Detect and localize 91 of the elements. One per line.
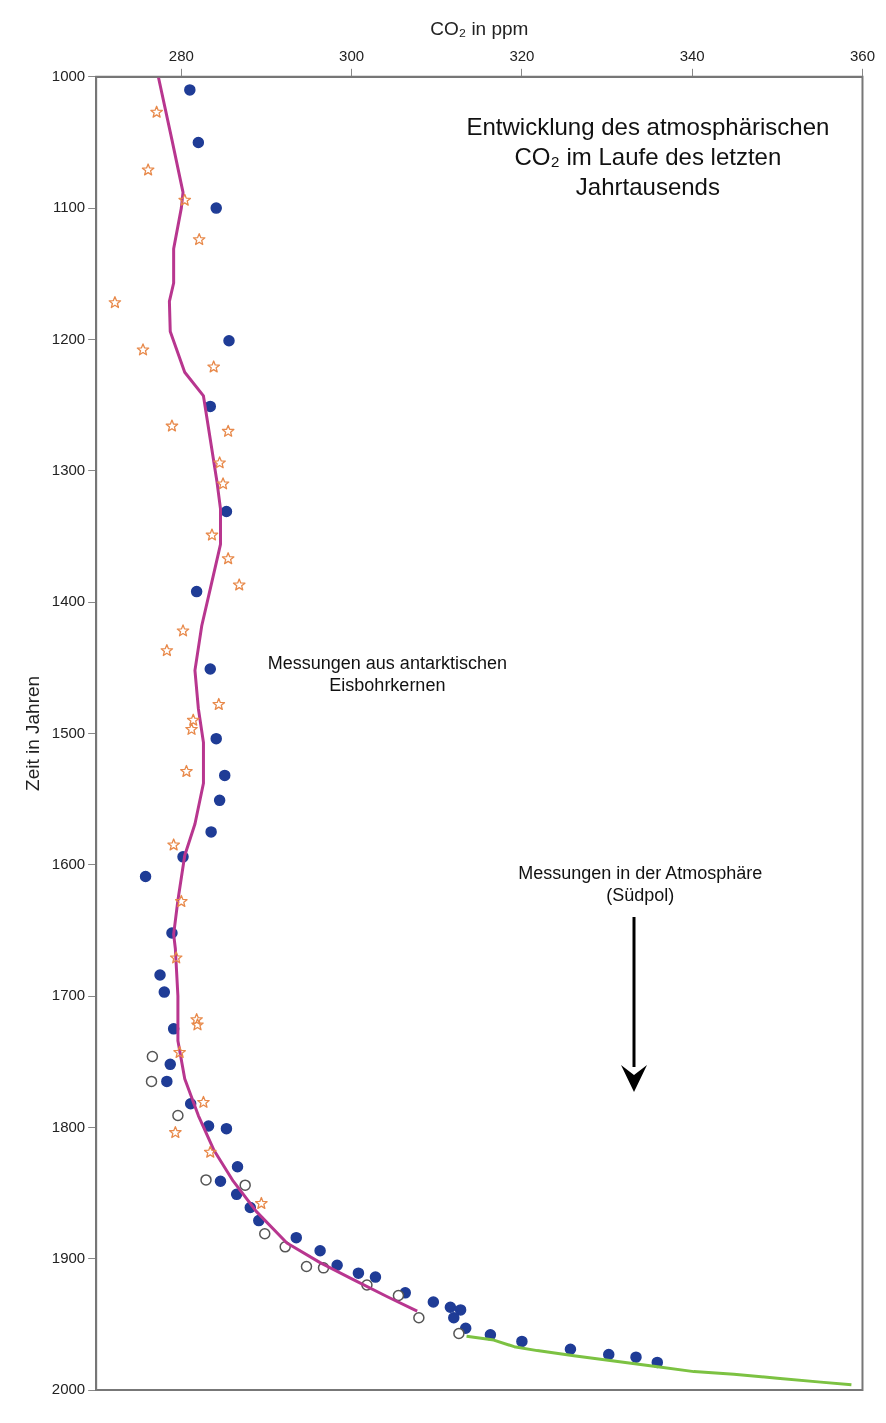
point [213,794,226,807]
point [232,578,246,591]
point [191,1018,204,1031]
y-axis-title: Zeit in Jahren [21,675,43,791]
point [300,1260,313,1273]
y-tick-label: 1100 [52,198,86,216]
point [164,1058,176,1071]
point [259,1227,271,1240]
point [392,1289,405,1302]
point [203,1145,217,1158]
point [185,722,198,735]
point [453,1327,465,1340]
y-tick-label: 1300 [51,460,86,478]
point [190,1013,203,1026]
point [108,296,122,309]
point [223,335,235,347]
y-tick-label: 1400 [51,592,86,610]
point [239,1179,251,1191]
point [172,1109,184,1122]
point [161,1075,173,1088]
point [176,624,190,637]
y-tick-label: 1500 [51,723,86,741]
point [630,1351,642,1363]
y-tick-label: 1700 [51,986,86,1004]
y-tick-label: 1800 [51,1117,86,1135]
point [255,1196,268,1210]
point [184,84,196,96]
point [603,1348,615,1361]
point [192,136,205,149]
point [448,1312,460,1324]
point [174,894,188,907]
point [197,1095,210,1108]
point [165,419,179,432]
point [192,232,206,246]
x-tick-label: 340 [679,46,705,64]
point [141,163,155,176]
point [190,585,203,598]
point [216,477,230,490]
point [214,1175,227,1187]
x-tick-label: 280 [168,46,194,64]
point [173,1045,186,1059]
point [169,1125,182,1139]
y-tick-label: 1900 [51,1248,86,1266]
point [200,1174,212,1186]
point [220,505,233,518]
point [154,969,166,981]
point [207,360,221,373]
x-tick-label: 360 [849,46,875,64]
point [204,663,217,675]
point [146,1050,159,1063]
point [290,1231,303,1244]
point [139,870,152,883]
point [169,951,183,964]
x-axis-title: CO₂ in ppm [430,17,529,39]
point [352,1267,365,1279]
point [212,697,226,711]
y-tick-label: 2000 [51,1380,86,1398]
point [160,644,174,657]
y-tick-label: 1600 [51,854,86,872]
point [150,105,163,118]
point [413,1312,425,1324]
point [213,456,226,469]
point [231,1161,244,1173]
point [180,764,193,777]
point [186,713,200,726]
annotation: Messungen aus antarktischen Eisbohrkernen [267,652,507,695]
point [218,769,231,782]
point [178,193,192,206]
annotation: Messungen in der Atmosphäre (Südpol) [518,862,763,905]
point [210,202,222,214]
point [210,732,222,745]
point [205,528,219,541]
x-tick-label: 300 [339,46,365,64]
point [220,1122,233,1135]
text: Entwicklung des atmosphärischen CO₂ im Laufe des letzten Jahrtausends [466,112,830,200]
point [369,1271,382,1283]
point [167,838,181,851]
point [314,1245,326,1257]
point [205,826,217,838]
point [516,1335,528,1348]
point [145,1075,158,1088]
point [136,343,150,356]
y-tick-label: 1200 [51,329,86,347]
point [427,1296,440,1308]
y-tick-label: 1000 [51,66,86,84]
point [221,552,235,565]
point [444,1301,457,1314]
point [454,1304,467,1316]
x-tick-label: 320 [509,46,535,64]
point [158,986,171,998]
point [221,424,235,437]
